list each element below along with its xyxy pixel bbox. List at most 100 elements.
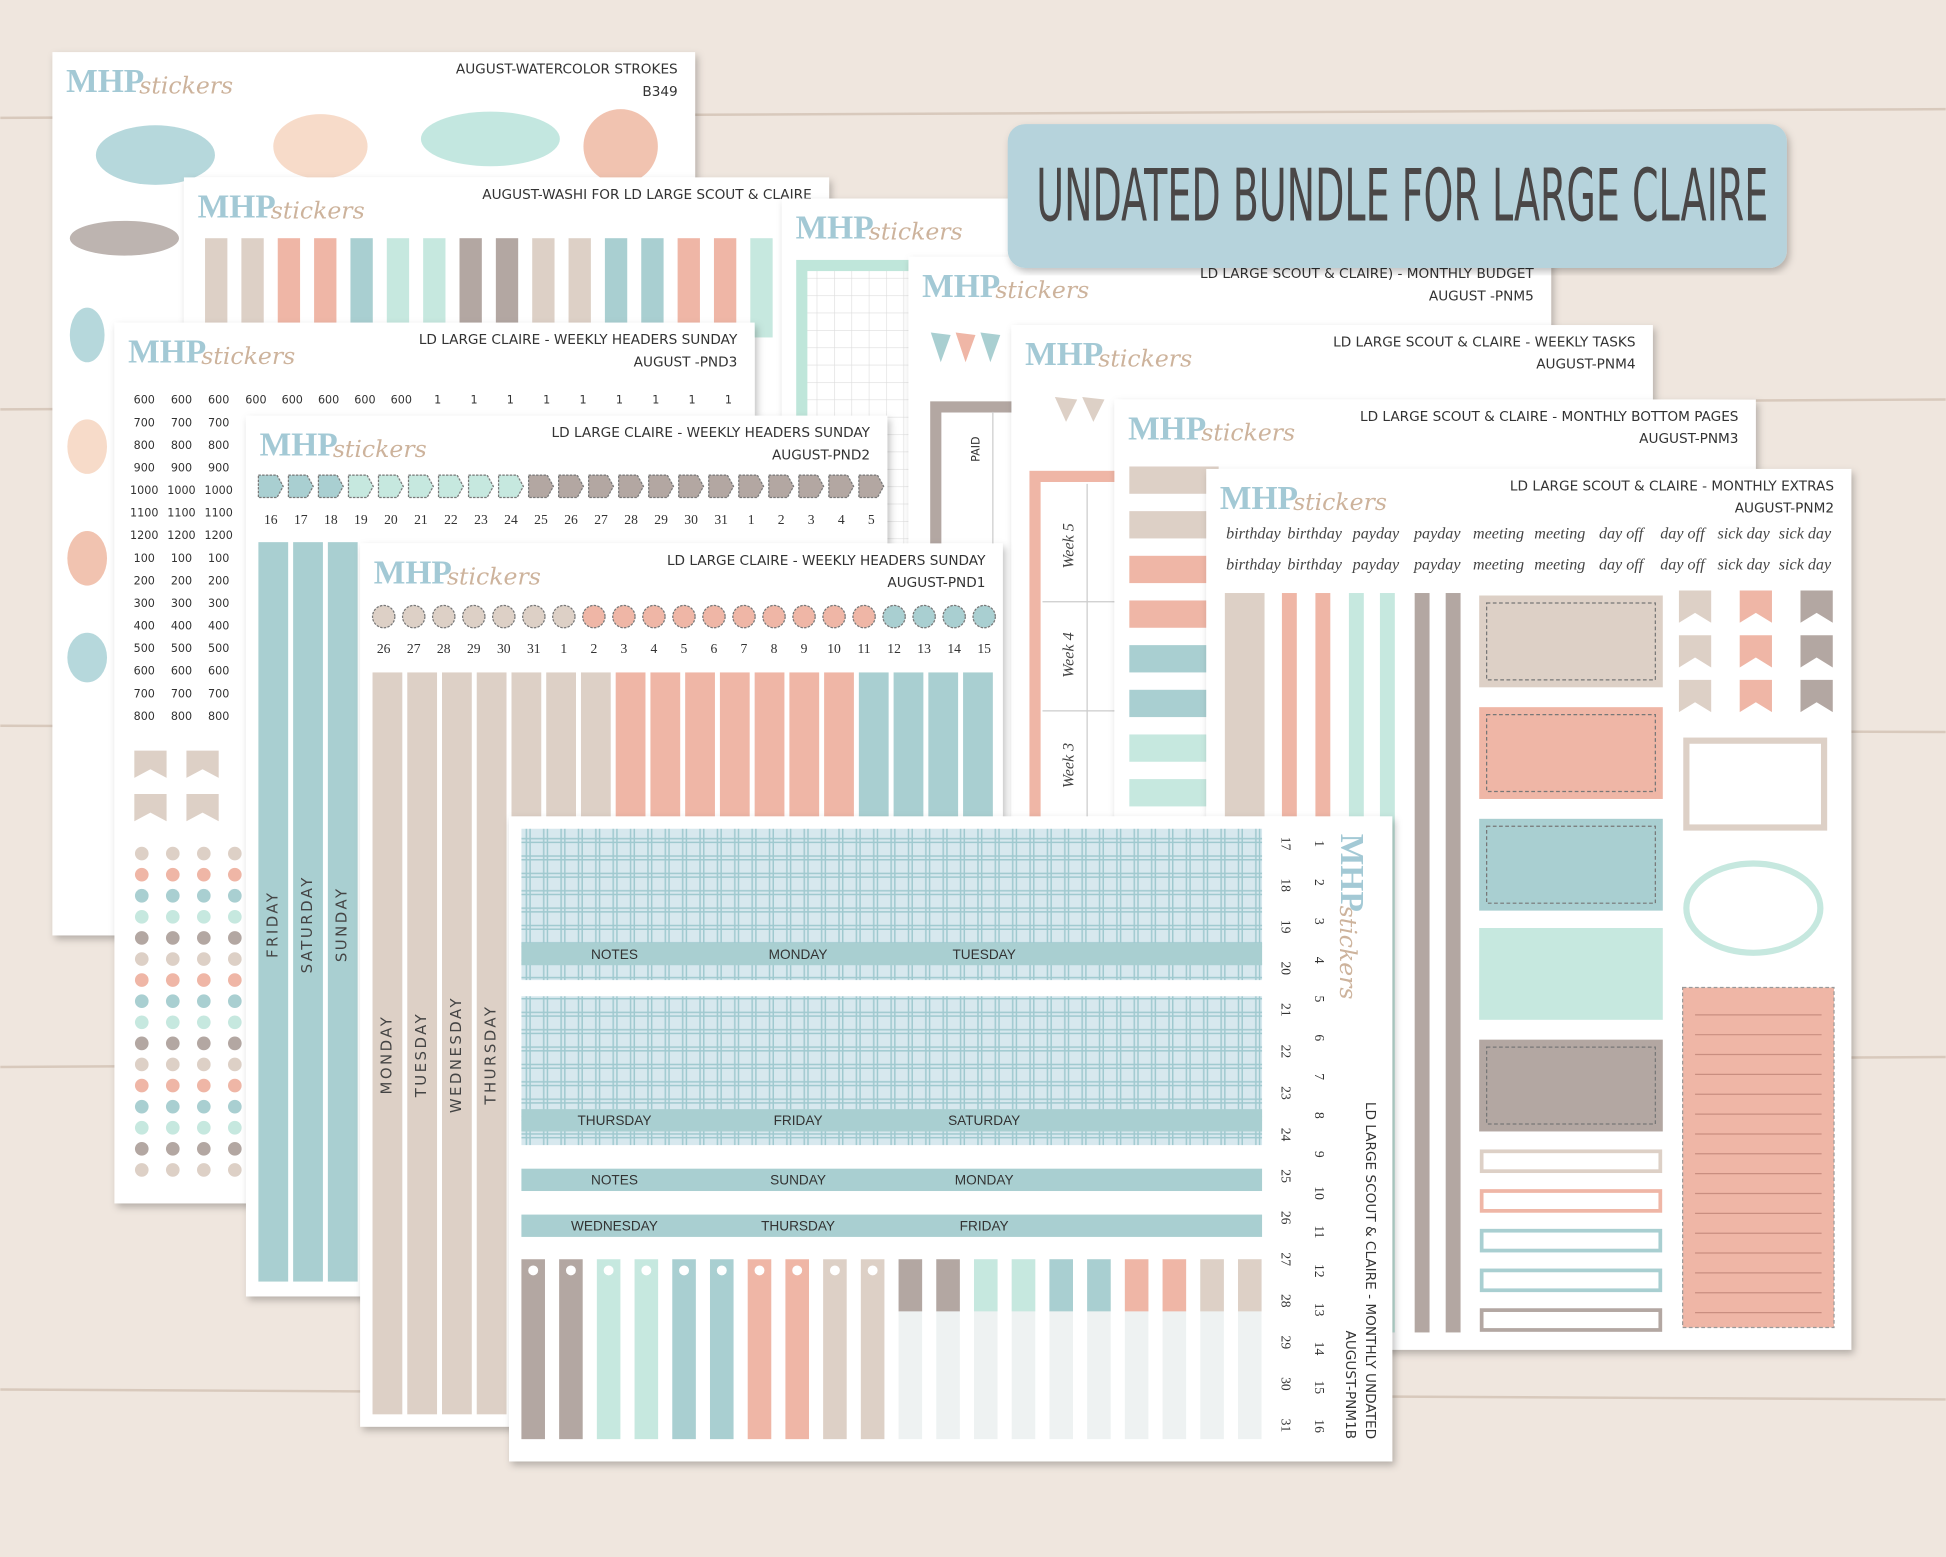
date: 6: [711, 641, 718, 656]
time-label: 1: [543, 394, 550, 407]
dot: [227, 888, 242, 903]
time-label: 100: [208, 552, 229, 565]
bottom-strip: [1129, 779, 1219, 807]
drop-icon: [552, 604, 576, 629]
sheet-title: LD LARGE CLAIRE - WEEKLY HEADERS SUNDAY: [552, 425, 871, 441]
dot: [134, 1057, 149, 1072]
tab-sticker: [672, 1259, 696, 1440]
date: 30: [684, 512, 698, 527]
dot: [196, 888, 211, 903]
banner-flag: [186, 794, 219, 822]
time-label: 1000: [204, 484, 232, 497]
flag: [1800, 590, 1833, 623]
watercolor-stroke: [69, 307, 105, 363]
dot: [134, 867, 149, 882]
bar-sticker: [1479, 1149, 1663, 1174]
dot: [165, 931, 180, 945]
time-label: 1200: [167, 529, 195, 542]
banner-box: [1007, 124, 1787, 268]
date: 28: [1278, 1294, 1293, 1308]
date: 1: [1312, 840, 1327, 847]
day-label: THURSDAY: [482, 1004, 500, 1105]
time-label: 1: [470, 394, 477, 407]
event-label: day off: [1599, 525, 1646, 542]
time-label: 1200: [204, 529, 232, 542]
bunting: [1054, 397, 1078, 422]
tab-hole: [754, 1265, 765, 1276]
date: 31: [1278, 1419, 1293, 1433]
box-sticker: [1479, 818, 1663, 911]
sheet-title: LD LARGE SCOUT & CLAIRE - WEEKLY TASKS: [1333, 334, 1635, 350]
tab-hole: [679, 1265, 690, 1276]
washi-strip: [277, 238, 301, 338]
dot: [165, 1036, 180, 1051]
tag-icon: [527, 474, 555, 499]
washi-strip: [350, 238, 373, 338]
washi-strip: [314, 238, 337, 338]
date: 13: [1312, 1303, 1327, 1317]
time-label: 300: [171, 597, 192, 610]
watercolor-stroke: [67, 530, 108, 586]
logo-mhp: MHP: [128, 334, 206, 371]
date: 24: [1278, 1128, 1293, 1142]
time-label: 1000: [130, 484, 158, 497]
box-sticker: [1479, 927, 1663, 1020]
event-label: sick day: [1718, 525, 1771, 542]
tag-icon: [738, 474, 765, 499]
time-label: 800: [171, 710, 192, 723]
time-label: 700: [171, 687, 192, 700]
dot: [227, 1120, 242, 1135]
date: 27: [1278, 1252, 1293, 1266]
date: 12: [887, 641, 901, 656]
dot: [134, 1120, 149, 1135]
dot: [165, 994, 180, 1009]
washi-strip: [604, 238, 628, 338]
bar-text: TUESDAY: [952, 947, 1015, 962]
dot: [196, 846, 211, 861]
tab-hole: [641, 1265, 652, 1276]
washi-strip: [532, 238, 555, 338]
dot: [165, 846, 180, 861]
sheet-title: LD LARGE SCOUT & CLAIRE - MONTHLY UNDATE…: [1362, 1102, 1378, 1439]
date: 22: [1278, 1045, 1293, 1059]
dot: [134, 1099, 149, 1114]
time-label: 600: [318, 394, 339, 407]
label-bar: [521, 1109, 1263, 1132]
dot: [196, 931, 211, 945]
sheet-title: AUGUST-WATERCOLOR STROKES: [456, 61, 678, 77]
date: 15: [977, 641, 991, 656]
logo-mhp: MHP: [374, 554, 452, 591]
event-label: birthday: [1226, 556, 1281, 573]
time-label: 1: [434, 394, 441, 407]
box-dash: [1486, 713, 1656, 793]
dot: [196, 1120, 211, 1135]
watercolor-stroke: [420, 111, 560, 167]
tag-icon: [497, 474, 525, 499]
bar-text: NOTES: [591, 947, 638, 962]
time-label: 600: [171, 665, 192, 678]
header-strip: [442, 672, 472, 1415]
logo-script: stickers: [201, 342, 295, 370]
time-label: 300: [134, 597, 155, 610]
flag: [1800, 635, 1833, 668]
date: 8: [1312, 1112, 1327, 1119]
strip: [1445, 593, 1461, 1333]
time-label: 1: [580, 394, 587, 407]
tab-top: [898, 1259, 923, 1312]
logo-mhp: MHP: [1220, 480, 1298, 517]
box-sticker: [1479, 707, 1663, 799]
date: 3: [620, 641, 627, 656]
event-label: payday: [1413, 556, 1461, 573]
tag-icon: [768, 474, 795, 499]
dot: [227, 931, 242, 945]
day-label: WEDNESDAY: [447, 996, 465, 1113]
time-label: 200: [134, 574, 155, 587]
sheet-title: LD LARGE SCOUT & CLAIRE) - MONTHLY BUDGE…: [1200, 266, 1534, 282]
drop-icon: [912, 604, 936, 629]
drop-icon: [492, 604, 516, 629]
tab-top: [1087, 1259, 1111, 1312]
tab-top: [1049, 1259, 1073, 1312]
bar-sticker: [1479, 1189, 1663, 1213]
label-bar: [521, 1214, 1263, 1237]
flag: [1678, 679, 1712, 713]
